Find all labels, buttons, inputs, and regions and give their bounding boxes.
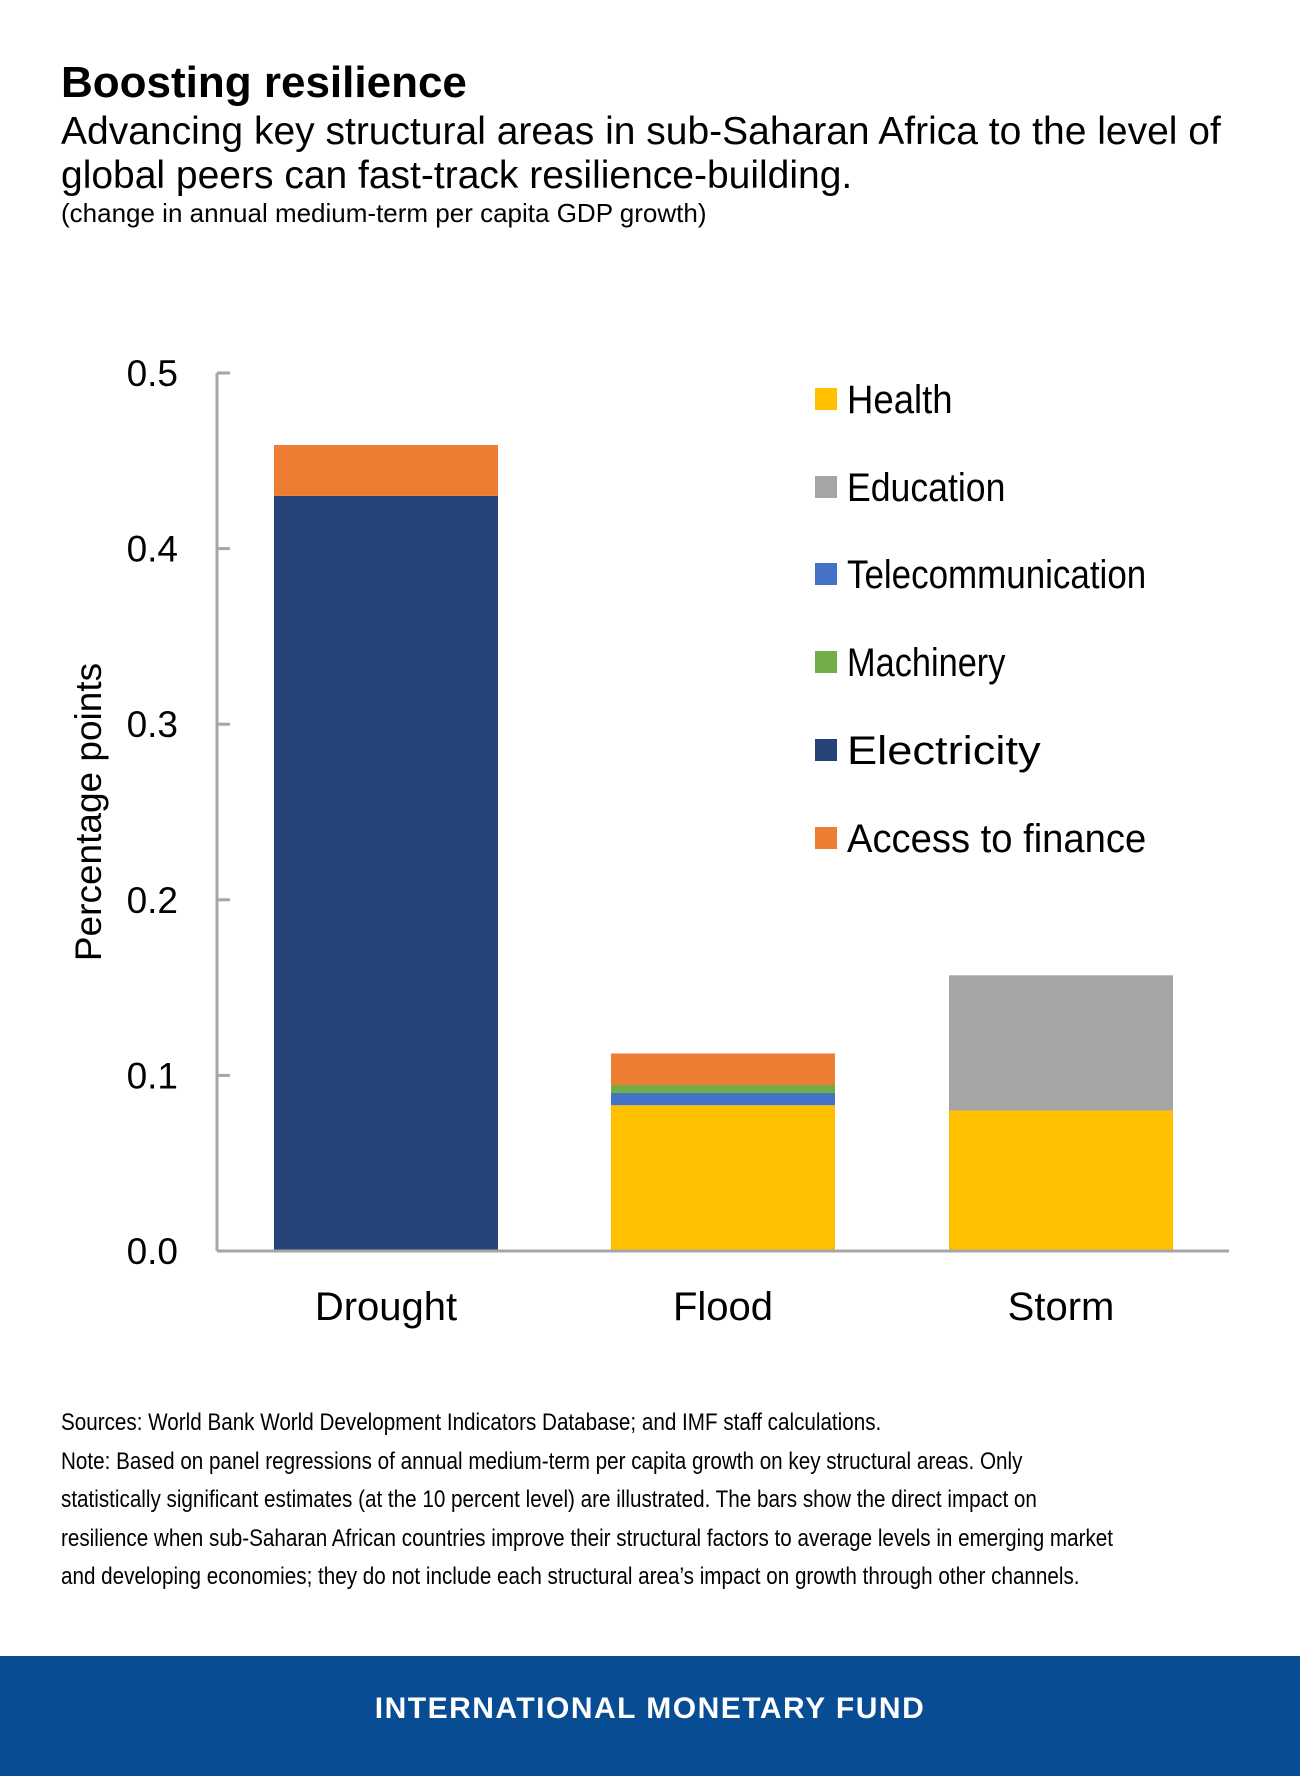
y-tick-label: 0.3 bbox=[127, 704, 178, 745]
legend-label: Machinery bbox=[847, 641, 1005, 685]
note-line: Note: Based on panel regressions of annu… bbox=[61, 1447, 1023, 1475]
imf-logo-text: INTERNATIONAL MONETARY FUND bbox=[374, 1692, 926, 1725]
legend-label: Education bbox=[847, 466, 1005, 510]
sources-text: Sources: World Bank World Development In… bbox=[61, 1409, 882, 1436]
footer-banner: INTERNATIONAL MONETARY FUND bbox=[0, 1656, 1300, 1776]
legend-swatch bbox=[815, 388, 837, 410]
stacked-bar-chart: 0.0 0.1 0.2 0.3 0.4 0.5 Percentage points Droug… bbox=[68, 353, 1229, 1329]
y-tick-label: 0.1 bbox=[127, 1055, 178, 1096]
bar-segment-health bbox=[611, 1105, 835, 1251]
y-tick-label: 0.4 bbox=[127, 529, 178, 570]
legend-label: Telecommunication bbox=[847, 553, 1146, 597]
y-tick-label: 0.5 bbox=[127, 353, 178, 394]
bar-segment-machinery bbox=[611, 1085, 835, 1093]
note-line: resilience when sub-Saharan African coun… bbox=[61, 1524, 1113, 1552]
bar-segment-access-to-finance bbox=[274, 444, 498, 496]
note-line: and developing economies; they do not in… bbox=[61, 1563, 1080, 1590]
note-line: statistically significant estimates (at … bbox=[61, 1486, 1037, 1513]
y-tick-label: 0.2 bbox=[127, 880, 178, 921]
bar-segment-health bbox=[949, 1110, 1173, 1251]
chart-title: Boosting resilience bbox=[61, 58, 467, 107]
x-tick-label: Drought bbox=[315, 1285, 457, 1329]
x-tick-label: Flood bbox=[673, 1285, 773, 1329]
y-tick-label: 0.0 bbox=[127, 1231, 178, 1272]
legend-label: Access to finance bbox=[847, 817, 1146, 861]
bar-segment-education bbox=[949, 975, 1173, 1111]
legend-label: Electricity bbox=[847, 729, 1041, 773]
legend-swatch bbox=[815, 563, 837, 585]
x-tick-label: Storm bbox=[1008, 1285, 1115, 1329]
chart-unit: (change in annual medium-term per capita… bbox=[61, 198, 707, 228]
bar-segment-access-to-finance bbox=[611, 1053, 835, 1086]
y-axis-label: Percentage points bbox=[68, 663, 109, 961]
chart-subtitle: Advancing key structural areas in sub-Sa… bbox=[61, 110, 1221, 197]
legend-label: Health bbox=[847, 378, 953, 422]
legend-swatch bbox=[815, 476, 837, 498]
legend-swatch bbox=[815, 827, 837, 849]
legend-swatch bbox=[815, 739, 837, 761]
legend-swatch bbox=[815, 651, 837, 673]
bar-segment-telecommunication bbox=[611, 1092, 835, 1106]
chart-notes: Sources: World Bank World Development In… bbox=[61, 1404, 1113, 1597]
bar-segment-electricity bbox=[274, 495, 498, 1251]
